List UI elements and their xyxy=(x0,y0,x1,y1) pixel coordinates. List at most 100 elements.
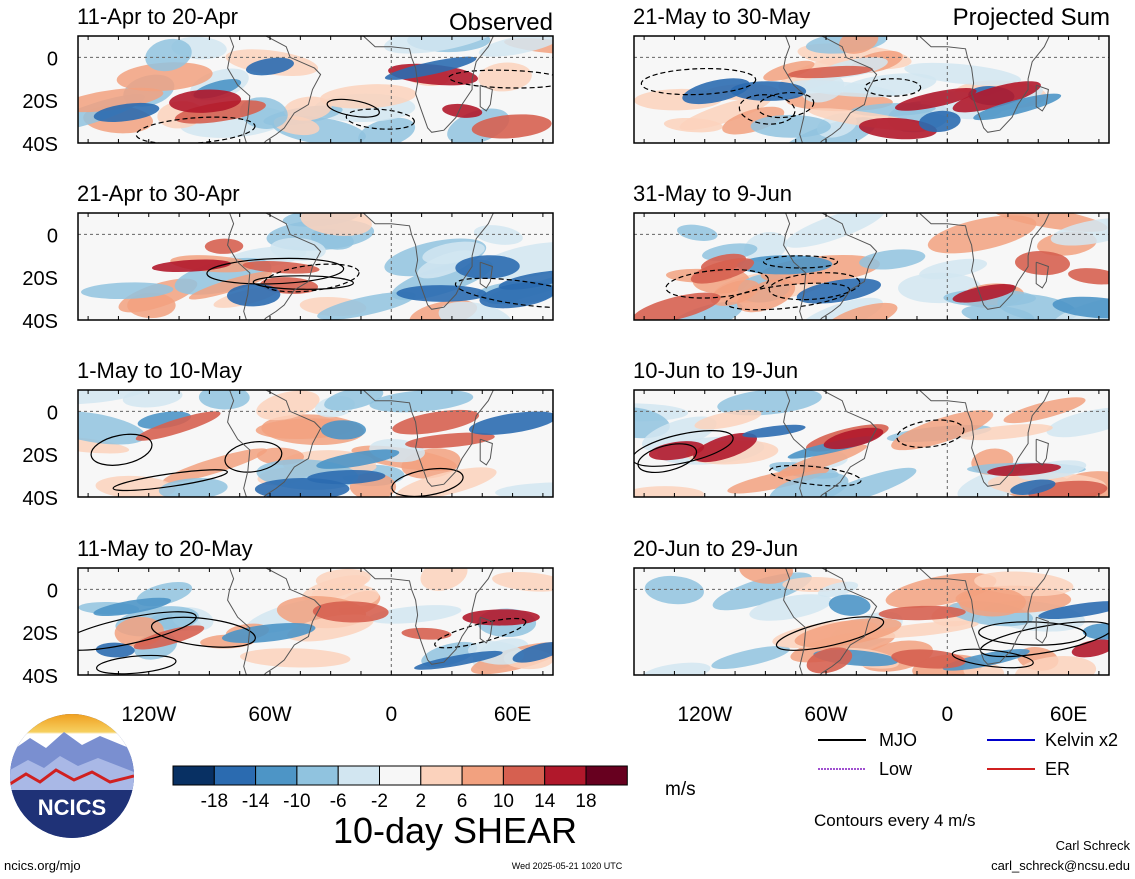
south-america-coast xyxy=(783,36,878,143)
ncics-logo: NCICS xyxy=(10,714,134,838)
shear-core xyxy=(221,622,316,644)
shear-cell xyxy=(116,62,213,92)
shear-cell xyxy=(812,467,917,497)
shear-core xyxy=(806,647,853,674)
shear-cell xyxy=(722,106,785,135)
shear-core xyxy=(442,103,483,118)
panel-0-0: 11-Apr to 20-Apr 0 20S 40S xyxy=(22,4,554,156)
shear-cell xyxy=(78,436,130,454)
colorbar-swatch xyxy=(255,765,298,786)
shear-cell xyxy=(417,250,476,279)
shear-core xyxy=(462,609,540,626)
footer-email: carl_schreck@ncsu.edu xyxy=(991,858,1130,873)
madagascar-coast xyxy=(479,438,493,466)
colorbar-level: -14 xyxy=(242,791,270,812)
y-tick-label: 40S xyxy=(22,311,58,333)
south-america-coast xyxy=(783,390,878,497)
y-tick-label: 40S xyxy=(22,666,58,688)
panel-1-2: 10-Jun to 19-Jun xyxy=(633,358,1110,498)
africa-coast xyxy=(912,36,1050,133)
mjo-contour xyxy=(448,69,553,89)
mjo-contour xyxy=(224,441,283,473)
panel-period-title: 11-May to 20-May xyxy=(77,536,253,561)
shear-core xyxy=(1010,479,1056,495)
south-america-coast xyxy=(783,568,878,675)
shear-core xyxy=(95,642,135,658)
shear-cell xyxy=(368,605,462,624)
south-america-coast xyxy=(227,36,322,143)
shear-core xyxy=(384,56,477,80)
shear-cell xyxy=(744,231,788,262)
mjo-contour xyxy=(391,467,464,497)
mjo-contour xyxy=(978,621,1087,646)
shear-cell xyxy=(78,87,164,113)
panel-period-title: 21-Apr to 30-Apr xyxy=(77,181,240,206)
shear-core xyxy=(93,597,172,617)
mjo-contour xyxy=(762,255,839,269)
colorbar-level: 6 xyxy=(457,791,468,812)
mjo-contour xyxy=(725,282,851,311)
mjo-contour xyxy=(78,611,197,651)
shear-core xyxy=(204,238,244,254)
panel-0-1: 21-Apr to 30-Apr 0 20S 40S xyxy=(22,181,554,333)
south-america-coast xyxy=(227,568,322,675)
legend: MJO Kelvin x2 Low ER xyxy=(818,730,1118,779)
shear-core xyxy=(1015,251,1070,276)
africa-coast xyxy=(356,390,494,487)
shear-cell xyxy=(644,575,704,605)
mjo-contour xyxy=(263,263,360,293)
shear-cell xyxy=(384,36,497,54)
shear-core xyxy=(392,409,480,435)
colorbar-swatch xyxy=(213,765,257,786)
shear-core xyxy=(823,427,884,450)
panel-1-0: 21-May to 30-May xyxy=(633,4,1110,144)
shear-cell xyxy=(95,475,176,497)
shear-core xyxy=(227,283,281,307)
shear-core xyxy=(690,258,755,284)
shear-cell xyxy=(473,225,523,245)
shear-core xyxy=(634,292,721,320)
shear-cell xyxy=(319,84,417,109)
shear-cell xyxy=(785,213,886,248)
south-america-coast xyxy=(783,213,878,320)
shear-core xyxy=(169,89,242,113)
mjo-contour xyxy=(757,91,815,119)
panel-frame xyxy=(633,567,1110,676)
shear-core xyxy=(245,57,294,76)
panel-period-title: 31-May to 9-Jun xyxy=(633,181,792,206)
panel-0-3: 11-May to 20-May 0 20S 40S xyxy=(22,536,554,688)
mjo-contour xyxy=(640,67,757,96)
shear-core xyxy=(455,255,520,279)
shear-cell xyxy=(283,96,332,121)
shear-core xyxy=(479,282,553,309)
colorbar-level: 18 xyxy=(575,791,596,812)
colorbar-swatch xyxy=(172,765,215,786)
madagascar-coast xyxy=(479,84,493,112)
x-tick-label: 60E xyxy=(494,703,531,726)
colorbar-swatch xyxy=(544,765,587,786)
shear-core xyxy=(878,605,966,621)
legend-label-er: ER xyxy=(1045,759,1070,779)
colorbar-level: 10 xyxy=(493,791,514,812)
projected-sum-label: Projected Sum xyxy=(953,4,1110,31)
mjo-contour xyxy=(864,78,922,97)
legend-label-low: Low xyxy=(879,759,913,779)
panel-period-title: 10-Jun to 19-Jun xyxy=(633,358,798,383)
colorbar-level: 2 xyxy=(416,791,427,812)
africa-coast xyxy=(912,568,1050,665)
shear-cell xyxy=(239,648,351,668)
shear-cell xyxy=(158,477,228,497)
x-tick-label: 120W xyxy=(677,703,732,726)
colorbar: -18 -14 -10 -6 -2 2 6 10 14 18 xyxy=(172,765,628,812)
madagascar-coast xyxy=(1035,84,1049,112)
shear-cell xyxy=(358,117,416,143)
mjo-contour xyxy=(951,648,1034,669)
shear-cell xyxy=(1014,656,1097,675)
y-tick-label: 0 xyxy=(47,225,58,247)
shear-cell xyxy=(763,60,815,81)
shear-core xyxy=(787,65,873,79)
panel-frame xyxy=(77,212,554,321)
shear-core xyxy=(895,88,977,111)
units-label: m/s xyxy=(665,779,696,800)
mjo-contour xyxy=(345,108,415,130)
